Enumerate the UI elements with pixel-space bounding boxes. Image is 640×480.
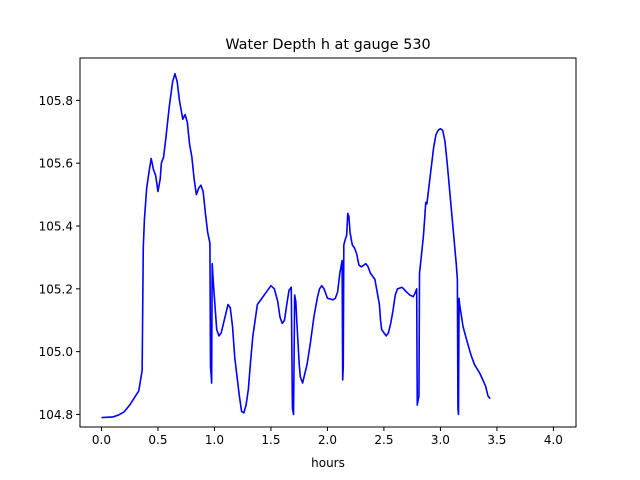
y-axis: 104.8 105.0 105.2 105.4 105.6 105.8 xyxy=(39,94,80,422)
y-tick-label: 105.6 xyxy=(39,157,73,171)
x-tick-label: 1.0 xyxy=(205,433,224,447)
x-axis: 0.0 0.5 1.0 1.5 2.0 2.5 3.0 3.5 4.0 xyxy=(92,427,563,447)
y-tick-label: 105.0 xyxy=(39,345,73,359)
y-tick-label: 105.2 xyxy=(39,282,73,296)
x-tick-label: 1.5 xyxy=(261,433,280,447)
x-tick-label: 2.0 xyxy=(318,433,337,447)
x-axis-label: hours xyxy=(311,456,345,470)
x-tick-label: 4.0 xyxy=(544,433,563,447)
y-tick-label: 105.8 xyxy=(39,94,73,108)
x-tick-label: 0.5 xyxy=(148,433,167,447)
x-tick-label: 2.5 xyxy=(374,433,393,447)
x-tick-label: 3.5 xyxy=(487,433,506,447)
x-tick-label: 3.0 xyxy=(431,433,450,447)
y-tick-label: 104.8 xyxy=(39,408,73,422)
plot-area xyxy=(101,72,491,419)
x-tick-label: 0.0 xyxy=(92,433,111,447)
chart-title: Water Depth h at gauge 530 xyxy=(225,37,430,53)
series-line-0 xyxy=(101,72,491,419)
y-tick-label: 105.4 xyxy=(39,220,73,234)
axes-frame xyxy=(79,57,577,428)
